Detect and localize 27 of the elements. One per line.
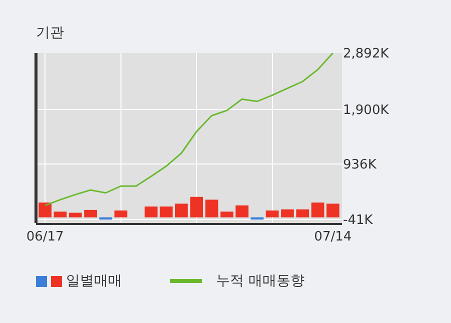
bar [38, 202, 52, 218]
bar [205, 200, 218, 218]
y-tick-label: -41K [343, 213, 374, 228]
y-tick-label: 2,892K [343, 46, 390, 62]
line-series [44, 53, 334, 206]
bar [281, 209, 294, 218]
legend-label: 일별매매 [66, 272, 122, 290]
bar [54, 212, 67, 218]
bar [144, 206, 158, 218]
bar [84, 210, 97, 218]
chart-title: 기관 [36, 24, 64, 41]
bar [190, 196, 204, 218]
bar [266, 210, 279, 218]
bar [296, 209, 310, 218]
bar [220, 212, 234, 218]
y-tick-label: 936K [343, 158, 377, 173]
bar [174, 204, 188, 218]
y-tick-label: 1,900K [343, 102, 390, 118]
x-tick-label: 06/17 [26, 230, 64, 245]
bar [160, 206, 173, 218]
bar [68, 212, 82, 218]
bar [114, 210, 128, 218]
bar [326, 204, 340, 218]
bar [311, 202, 324, 218]
legend-label: 누적 매매동향 [216, 272, 304, 290]
x-tick-label: 07/14 [314, 230, 352, 245]
bar [236, 205, 248, 218]
